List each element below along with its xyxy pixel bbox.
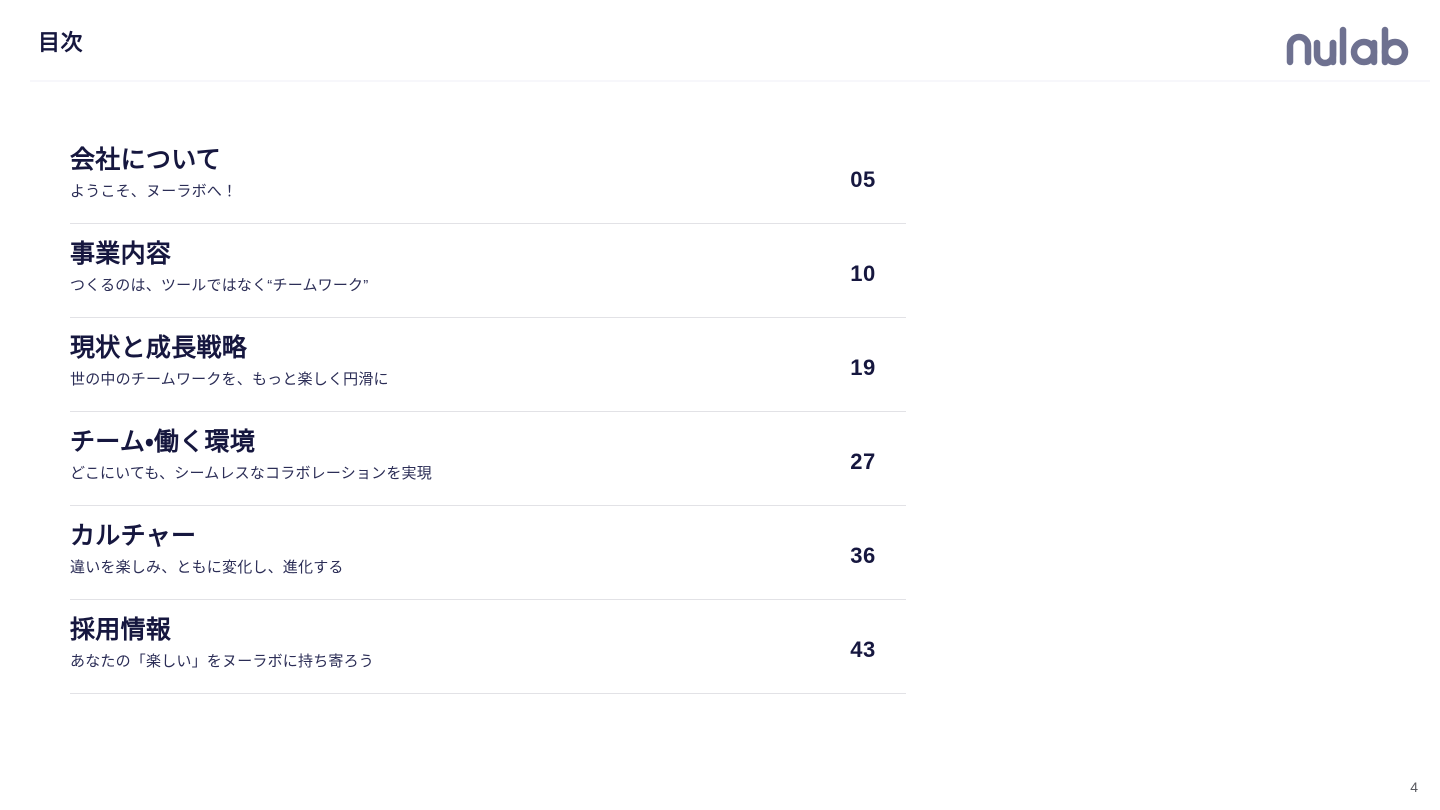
toc-entry-subtitle: どこにいても、シームレスなコラボレーションを実現 (70, 464, 432, 482)
toc-entry-title: 事業内容 (70, 240, 172, 268)
page-title: 目次 (38, 30, 84, 55)
slide-page-number: 4 (1410, 779, 1418, 795)
toc-entry-title: 現状と成長戦略 (70, 334, 248, 362)
toc-entry-title: 会社について (70, 146, 222, 174)
toc-entry-page-number: 43 (850, 637, 876, 662)
toc-entry-page-number: 36 (850, 543, 876, 568)
header-divider (30, 80, 1430, 82)
toc-entry[interactable]: 現状と成長戦略 世の中のチームワークを、もっと楽しく円滑に 19 (70, 318, 906, 412)
toc-entry-subtitle: つくるのは、ツールではなく“チームワーク” (70, 276, 369, 294)
toc-entry-subtitle: 世の中のチームワークを、もっと楽しく円滑に (70, 370, 389, 388)
toc-entry[interactable]: カルチャー 違いを楽しみ、ともに変化し、進化する 36 (70, 506, 906, 600)
toc-entry-page-number: 10 (850, 261, 876, 286)
toc-entry-text: 採用情報 あなたの「楽しい」をヌーラボに持ち寄ろう (70, 615, 374, 672)
toc-entry-page-number: 27 (850, 449, 876, 474)
toc-entry-subtitle: 違いを楽しみ、ともに変化し、進化する (70, 558, 344, 576)
toc-entry-title: 採用情報 (70, 616, 172, 644)
slide-header: 目次 (0, 0, 1440, 82)
table-of-contents: 会社について ようこそ、ヌーラボへ！ 05 事業内容 つくるのは、ツールではなく… (70, 130, 906, 694)
nulab-logo-icon (1286, 24, 1412, 70)
toc-entry[interactable]: 会社について ようこそ、ヌーラボへ！ 05 (70, 130, 906, 224)
toc-entry-text: 現状と成長戦略 世の中のチームワークを、もっと楽しく円滑に (70, 333, 389, 390)
toc-entry-text: チーム・働く環境 どこにいても、シームレスなコラボレーションを実現 (70, 427, 432, 484)
toc-entry-page-number: 05 (850, 167, 876, 192)
toc-entry[interactable]: 採用情報 あなたの「楽しい」をヌーラボに持ち寄ろう 43 (70, 600, 906, 694)
toc-entry-title: チーム・働く環境 (70, 428, 256, 456)
toc-entry[interactable]: 事業内容 つくるのは、ツールではなく“チームワーク” 10 (70, 224, 906, 318)
toc-entry-subtitle: ようこそ、ヌーラボへ！ (70, 182, 238, 200)
toc-entry-text: 事業内容 つくるのは、ツールではなく“チームワーク” (70, 239, 368, 296)
toc-entry[interactable]: チーム・働く環境 どこにいても、シームレスなコラボレーションを実現 27 (70, 412, 906, 506)
toc-entry-text: カルチャー 違いを楽しみ、ともに変化し、進化する (70, 521, 344, 578)
toc-entry-title: カルチャー (70, 522, 197, 550)
toc-entry-page-number: 19 (850, 355, 876, 380)
toc-entry-subtitle: あなたの「楽しい」をヌーラボに持ち寄ろう (70, 652, 375, 670)
toc-entry-text: 会社について ようこそ、ヌーラボへ！ (70, 145, 237, 202)
